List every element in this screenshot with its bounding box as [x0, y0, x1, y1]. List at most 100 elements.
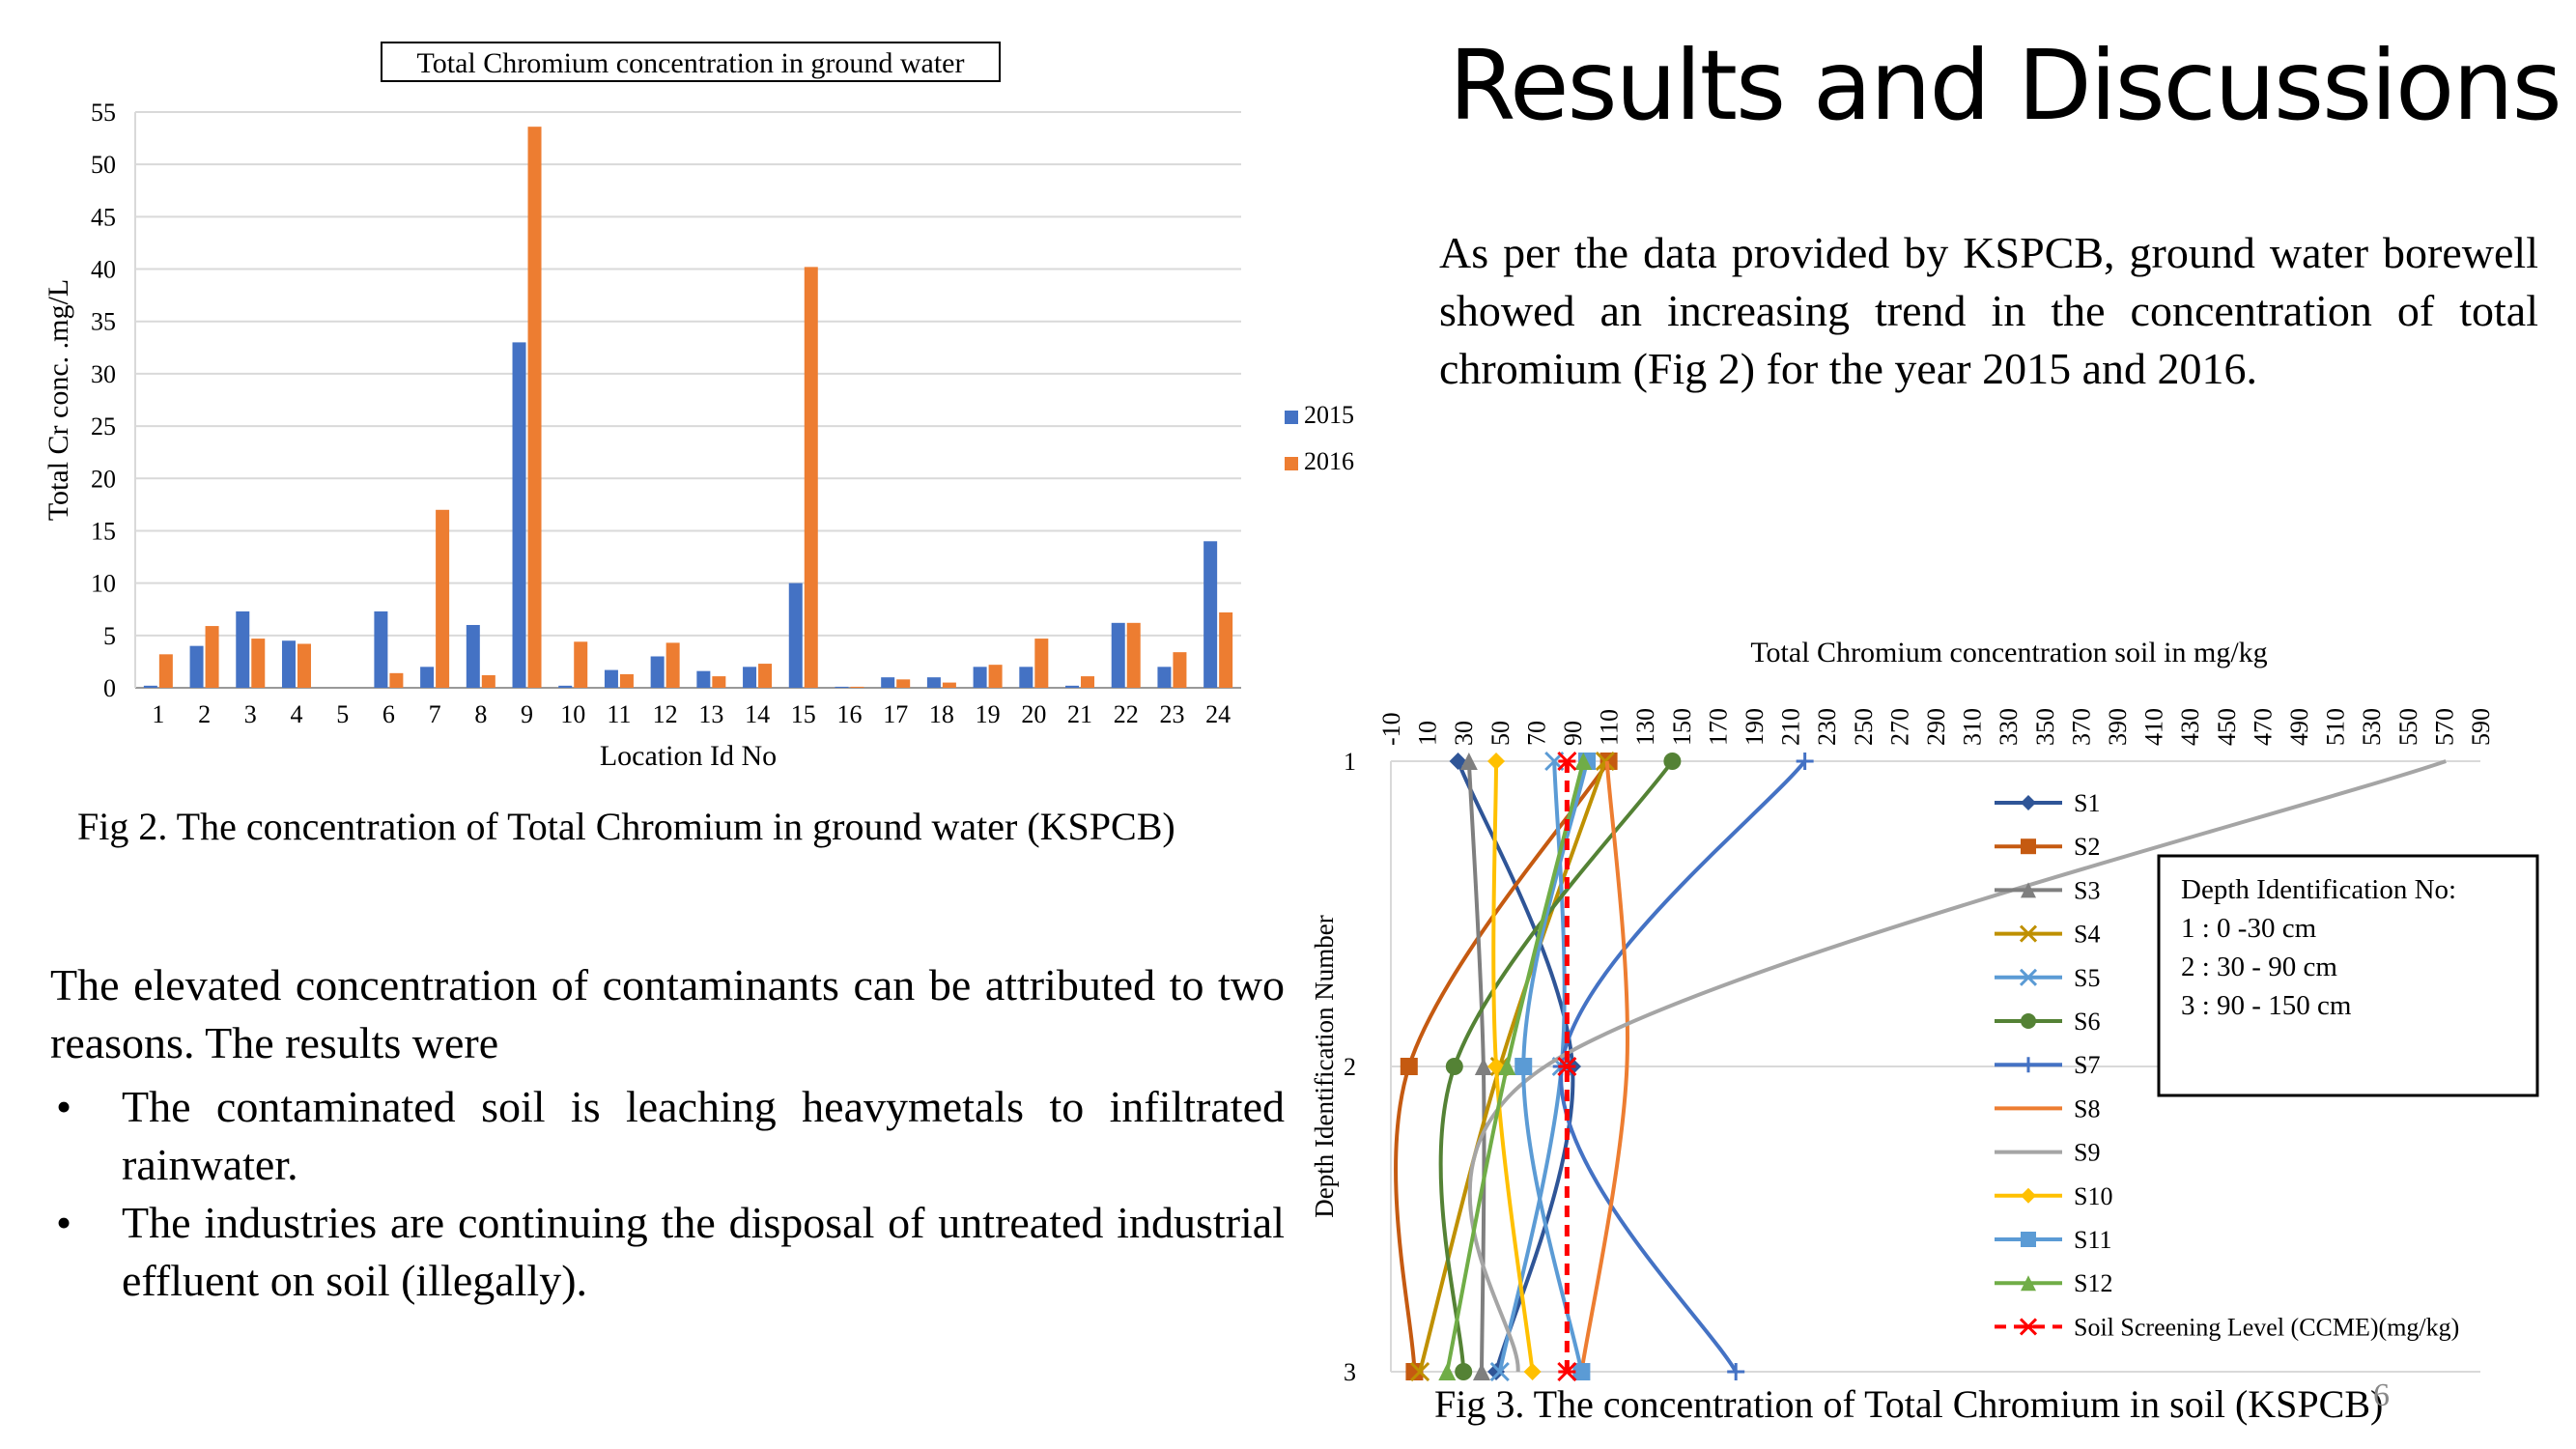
bar-2015	[281, 640, 296, 688]
bullet-text: The industries are continuing the dispos…	[122, 1198, 1285, 1305]
groundwater-bar-chart: Total Chromium concentration in ground w…	[42, 42, 1354, 772]
bar-2016	[896, 679, 911, 688]
marker-diamond	[1487, 1363, 1506, 1380]
legend-label: S8	[2074, 1094, 2100, 1122]
legend-item-S8: S8	[1995, 1094, 2100, 1122]
bar-2016	[1034, 639, 1049, 688]
slide-title: Results and Discussions	[1449, 29, 2562, 142]
legend-label-2016: 2016	[1304, 447, 1354, 475]
bar-2015	[558, 685, 573, 688]
y-tick-label: 0	[103, 674, 116, 702]
y-tick-label: 40	[91, 256, 116, 284]
legend-item-S4: S4	[1995, 921, 2100, 949]
legend-label: S9	[2074, 1139, 2100, 1167]
marker-triangle	[1473, 1363, 1490, 1380]
chart-title-box	[381, 42, 1001, 82]
marker-plus	[1727, 1363, 1745, 1380]
bar-2016	[251, 639, 266, 688]
bar-2015	[189, 645, 204, 688]
x-axis-label: Location Id No	[600, 740, 777, 772]
x-tick-label: -10	[1377, 712, 1405, 746]
bullet-dot-icon: •	[56, 1198, 72, 1247]
x-tick-label: 90	[1559, 721, 1587, 746]
y-tick-label: 3	[1344, 1358, 1356, 1381]
bar-2015	[1157, 667, 1172, 688]
marker-star	[1557, 751, 1577, 772]
series-S3	[1459, 753, 1492, 1380]
x-tick-label: 210	[1777, 708, 1805, 746]
marker-x	[2019, 968, 2038, 986]
x-tick-label: 8	[474, 700, 487, 728]
x-tick-label: 17	[883, 700, 908, 728]
bar-2015	[881, 677, 895, 688]
x-tick-label: 250	[1850, 708, 1878, 746]
bar-2016	[297, 643, 311, 688]
depth-legend-line: 2 : 30 - 90 cm	[2181, 952, 2337, 982]
legend-item-S7: S7	[1995, 1051, 2100, 1079]
x-tick-label: 390	[2104, 708, 2132, 746]
x-tick-label: 530	[2358, 708, 2386, 746]
x-tick-label: 14	[745, 700, 770, 728]
x-tick-label: 370	[2067, 708, 2095, 746]
marker-square	[1572, 1363, 1591, 1380]
y-tick-label: 55	[91, 99, 116, 127]
y-tick-label: 15	[91, 517, 116, 545]
paragraph-right: As per the data provided by KSPCB, groun…	[1439, 228, 2538, 393]
bar-2015	[1203, 541, 1218, 688]
legend-label: S6	[2074, 1008, 2100, 1036]
legend-item-S5: S5	[1995, 964, 2100, 992]
marker-square	[1400, 1058, 1418, 1075]
x-tick-label: 170	[1704, 708, 1732, 746]
x-tick-label: 30	[1450, 721, 1478, 746]
bar-2016	[619, 673, 634, 688]
marker-diamond	[2021, 1187, 2036, 1204]
legend-item-Soil: Soil Screening Level (CCME)(mg/kg)	[1995, 1313, 2459, 1341]
bar-2016	[850, 686, 864, 688]
y-tick-label: 45	[91, 203, 116, 231]
page-number: 6	[2373, 1378, 2390, 1413]
x-tick-label: 130	[1631, 708, 1659, 746]
depth-legend-line: 1 : 0 -30 cm	[2181, 913, 2317, 944]
x-tick-label: 1	[152, 700, 164, 728]
series-line	[1467, 759, 2447, 1373]
legend-item-S11: S11	[1995, 1226, 2112, 1254]
legend-label: Soil Screening Level (CCME)(mg/kg)	[2074, 1313, 2459, 1341]
soil-line-chart: Total Chromium concentration soil in mg/…	[1310, 637, 2539, 1381]
legend-label: S4	[2074, 921, 2100, 949]
bullet-dot-icon: •	[56, 1082, 72, 1131]
paragraph-left: The elevated concentration of contaminan…	[50, 960, 1285, 1067]
y-tick-label: 20	[91, 465, 116, 493]
x-tick-label: 11	[607, 700, 631, 728]
marker-diamond	[2021, 795, 2036, 810]
y-axis-label: Depth Identification Number	[1310, 915, 1339, 1217]
marker-triangle	[1459, 753, 1478, 770]
bar-2016	[481, 674, 495, 688]
marker-square	[1405, 1363, 1424, 1380]
y-tick-label: 30	[91, 360, 116, 388]
marker-diamond	[1487, 753, 1506, 770]
bar-2015	[788, 582, 803, 688]
x-tick-label: 16	[836, 700, 862, 728]
bar-2015	[374, 611, 388, 688]
marker-circle	[2021, 1013, 2036, 1029]
bar-2015	[926, 677, 941, 688]
x-tick-label: 470	[2249, 708, 2277, 746]
x-tick-label: 110	[1596, 709, 1624, 746]
depth-legend-box	[2157, 854, 2539, 1097]
y-tick-label: 10	[91, 570, 116, 598]
y-axis-label: Total Cr conc. .mg/L	[42, 279, 74, 521]
series-line	[1579, 760, 1629, 1373]
marker-plus	[1796, 753, 1814, 770]
marker-triangle	[2021, 882, 2036, 898]
x-tick-label: 3	[244, 700, 257, 728]
bar-2015	[1019, 667, 1033, 688]
x-tick-label: 10	[1414, 721, 1442, 746]
legend-label: S11	[2074, 1226, 2112, 1254]
bar-2016	[758, 664, 773, 688]
x-tick-label: 5	[336, 700, 349, 728]
x-tick-label: 15	[791, 700, 816, 728]
bar-2016	[389, 672, 404, 688]
legend-label-2015: 2015	[1304, 401, 1354, 429]
bar-2016	[804, 267, 818, 688]
x-tick-label: 10	[560, 700, 585, 728]
